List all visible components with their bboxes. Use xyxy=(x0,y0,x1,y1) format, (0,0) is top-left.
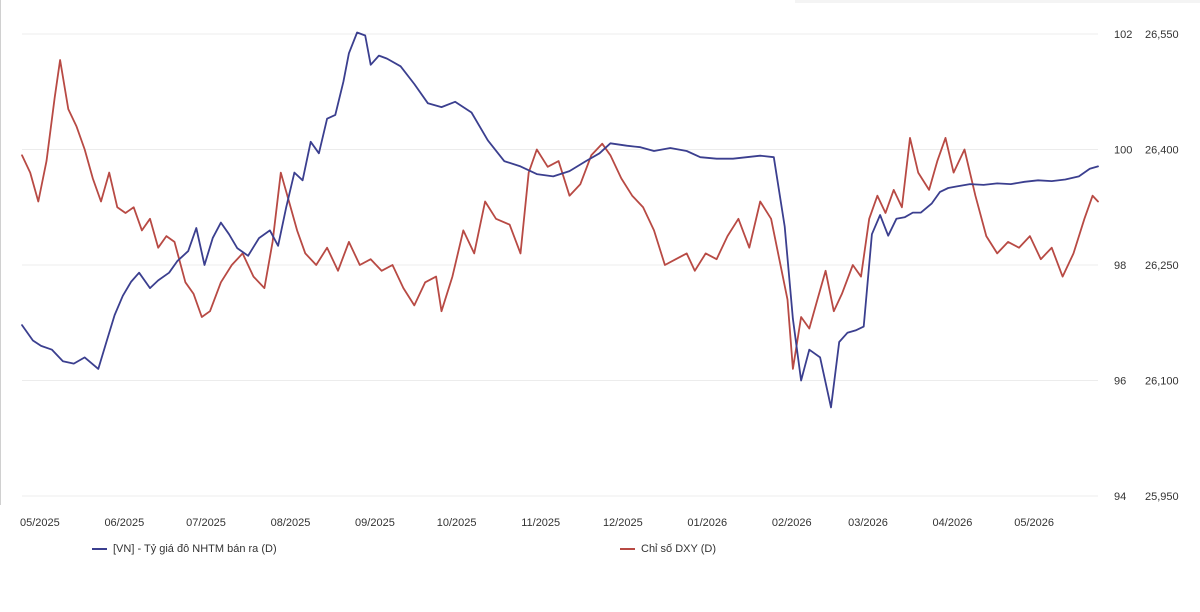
y-axis-right-ticks: 26,550 26,400 26,250 26,100 25,950 xyxy=(1145,29,1179,503)
y-left-tick-label: 102 xyxy=(1114,29,1132,41)
x-tick-label: 07/2025 xyxy=(186,517,226,529)
x-tick-label: 05/2026 xyxy=(1014,517,1054,529)
series-line-vn-rate xyxy=(21,31,1099,409)
x-tick-label: 11/2025 xyxy=(521,517,560,529)
left-edge-rule xyxy=(0,0,1,505)
y-left-tick-label: 98 xyxy=(1114,260,1126,272)
legend-item-vn-rate[interactable]: [VN] - Tỷ giá đô NHTM bán ra (D) xyxy=(92,543,277,555)
top-strip xyxy=(795,0,1200,3)
grid-lines xyxy=(22,33,1098,497)
x-tick-label: 08/2025 xyxy=(271,517,311,529)
x-tick-label: 01/2026 xyxy=(687,517,727,529)
x-axis-ticks: 05/2025 06/2025 07/2025 08/2025 09/2025 10/20… xyxy=(20,517,1054,529)
y-right-tick-label: 26,400 xyxy=(1145,145,1179,157)
legend-swatch-dxy xyxy=(620,548,635,550)
x-tick-label: 09/2025 xyxy=(355,517,395,529)
series-line-dxy xyxy=(21,59,1099,370)
x-tick-label: 12/2025 xyxy=(603,517,643,529)
y-right-tick-label: 26,550 xyxy=(1145,29,1179,41)
legend-item-dxy[interactable]: Chỉ số DXY (D) xyxy=(620,543,716,555)
x-tick-label: 02/2026 xyxy=(772,517,812,529)
y-left-tick-label: 100 xyxy=(1114,145,1132,157)
y-left-tick-label: 96 xyxy=(1114,376,1126,388)
y-right-tick-label: 25,950 xyxy=(1145,491,1179,503)
x-tick-label: 03/2026 xyxy=(848,517,888,529)
legend-swatch-vn-rate xyxy=(92,548,107,550)
x-tick-label: 06/2025 xyxy=(104,517,144,529)
y-left-tick-label: 94 xyxy=(1114,491,1126,503)
y-right-tick-label: 26,250 xyxy=(1145,260,1179,272)
x-tick-label: 10/2025 xyxy=(437,517,477,529)
y-right-tick-label: 26,100 xyxy=(1145,376,1179,388)
x-tick-label: 05/2025 xyxy=(20,517,60,529)
legend-label-vn-rate: [VN] - Tỷ giá đô NHTM bán ra (D) xyxy=(113,543,277,555)
series-lines xyxy=(21,31,1099,409)
x-tick-label: 04/2026 xyxy=(933,517,973,529)
y-axis-left-ticks: 102 100 98 96 94 xyxy=(1114,29,1132,503)
legend-label-dxy: Chỉ số DXY (D) xyxy=(641,543,716,555)
